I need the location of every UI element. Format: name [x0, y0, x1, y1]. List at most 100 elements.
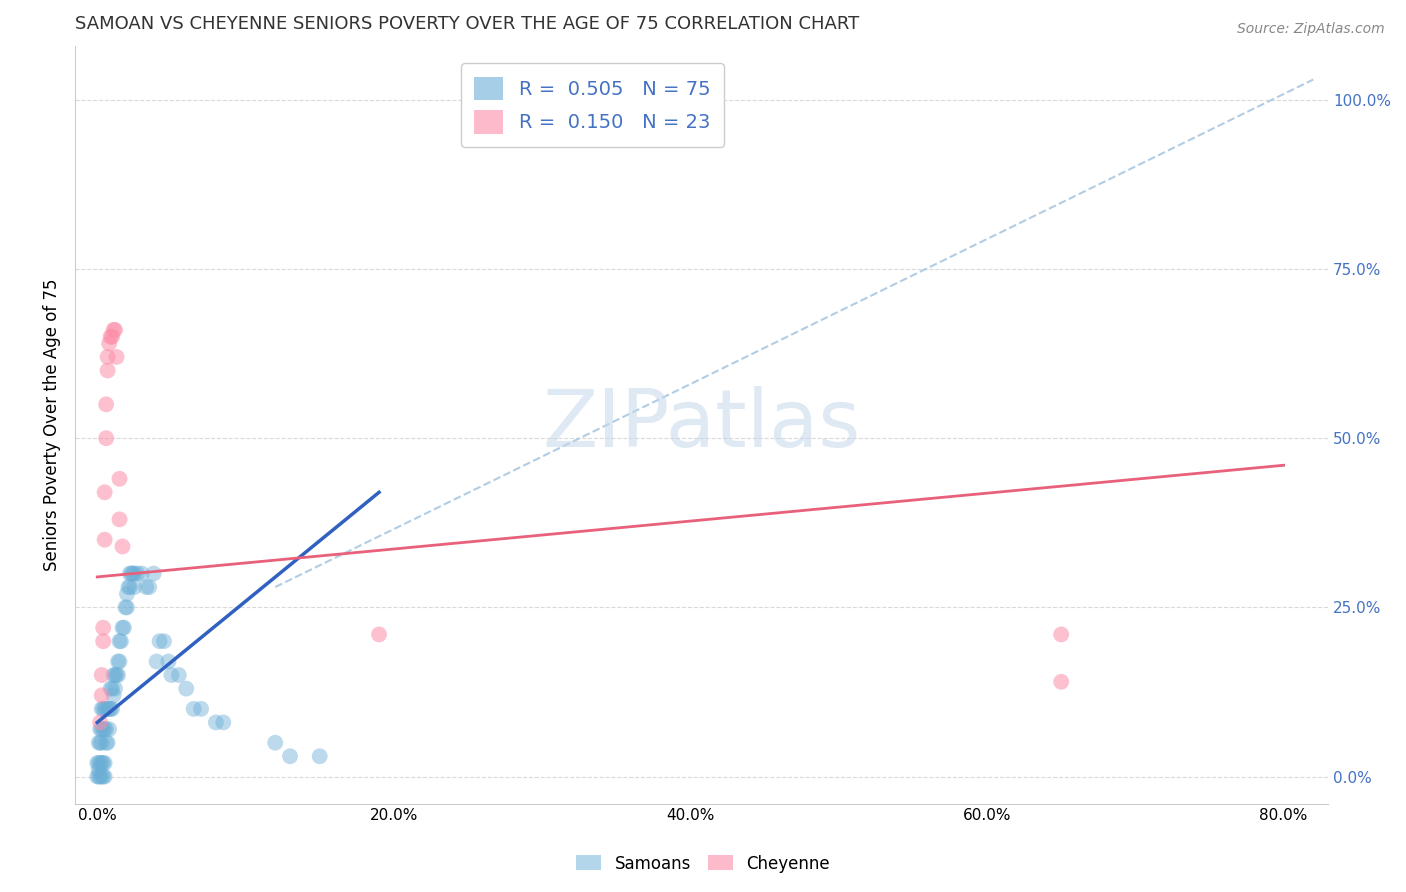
Point	[86, 770, 108, 784]
Point	[117, 580, 139, 594]
Point	[98, 336, 121, 351]
Point	[91, 621, 114, 635]
Point	[91, 702, 114, 716]
Point	[90, 722, 112, 736]
Legend: Samoans, Cheyenne: Samoans, Cheyenne	[569, 848, 837, 880]
Point	[120, 566, 142, 581]
Point	[93, 770, 115, 784]
Point	[108, 512, 131, 526]
Text: SAMOAN VS CHEYENNE SENIORS POVERTY OVER THE AGE OF 75 CORRELATION CHART: SAMOAN VS CHEYENNE SENIORS POVERTY OVER …	[75, 15, 859, 33]
Point	[90, 736, 112, 750]
Point	[105, 668, 128, 682]
Point	[91, 770, 114, 784]
Point	[124, 566, 146, 581]
Point	[118, 580, 141, 594]
Point	[108, 655, 131, 669]
Point	[101, 329, 124, 343]
Point	[94, 702, 117, 716]
Point	[94, 722, 117, 736]
Point	[90, 689, 112, 703]
Point	[114, 600, 136, 615]
Point	[138, 580, 160, 594]
Point	[145, 655, 167, 669]
Point	[108, 472, 131, 486]
Point	[89, 736, 111, 750]
Point	[90, 702, 112, 716]
Point	[97, 736, 120, 750]
Point	[89, 756, 111, 770]
Point	[160, 668, 183, 682]
Point	[153, 634, 176, 648]
Point	[174, 681, 197, 696]
Point	[104, 668, 127, 682]
Point	[93, 702, 115, 716]
Point	[94, 431, 117, 445]
Point	[90, 756, 112, 770]
Point	[148, 634, 170, 648]
Point	[115, 600, 138, 615]
Point	[97, 702, 120, 716]
Point	[94, 736, 117, 750]
Point	[93, 722, 115, 736]
Point	[1050, 674, 1073, 689]
Point	[1050, 627, 1073, 641]
Point	[112, 621, 135, 635]
Point	[90, 668, 112, 682]
Point	[103, 668, 125, 682]
Point	[118, 566, 141, 581]
Point	[205, 715, 228, 730]
Point	[91, 756, 114, 770]
Point	[87, 736, 110, 750]
Point	[101, 702, 124, 716]
Point	[93, 533, 115, 547]
Point	[111, 540, 134, 554]
Point	[368, 627, 391, 641]
Point	[107, 655, 129, 669]
Point	[100, 329, 122, 343]
Point	[97, 350, 120, 364]
Point	[183, 702, 205, 716]
Point	[103, 323, 125, 337]
Point	[90, 770, 112, 784]
Point	[190, 702, 212, 716]
Point	[91, 634, 114, 648]
Point	[167, 668, 190, 682]
Point	[87, 763, 110, 777]
Point	[89, 715, 111, 730]
Point	[100, 702, 122, 716]
Y-axis label: Seniors Poverty Over the Age of 75: Seniors Poverty Over the Age of 75	[44, 278, 60, 571]
Point	[89, 722, 111, 736]
Point	[97, 363, 120, 377]
Point	[104, 681, 127, 696]
Point	[110, 634, 132, 648]
Point	[131, 566, 153, 581]
Point	[94, 397, 117, 411]
Point	[135, 580, 157, 594]
Point	[308, 749, 330, 764]
Point	[101, 681, 124, 696]
Point	[103, 689, 125, 703]
Point	[115, 587, 138, 601]
Point	[107, 668, 129, 682]
Point	[104, 323, 127, 337]
Point	[93, 485, 115, 500]
Point	[100, 681, 122, 696]
Point	[111, 621, 134, 635]
Point	[93, 756, 115, 770]
Point	[86, 756, 108, 770]
Point	[157, 655, 180, 669]
Point	[98, 722, 121, 736]
Point	[124, 580, 146, 594]
Point	[212, 715, 235, 730]
Point	[87, 770, 110, 784]
Point	[127, 566, 149, 581]
Point	[278, 749, 301, 764]
Point	[108, 634, 131, 648]
Legend: R =  0.505   N = 75, R =  0.150   N = 23: R = 0.505 N = 75, R = 0.150 N = 23	[461, 63, 724, 147]
Point	[121, 566, 143, 581]
Point	[264, 736, 287, 750]
Text: ZIPatlas: ZIPatlas	[543, 385, 860, 464]
Point	[91, 722, 114, 736]
Point	[105, 350, 128, 364]
Text: Source: ZipAtlas.com: Source: ZipAtlas.com	[1237, 22, 1385, 37]
